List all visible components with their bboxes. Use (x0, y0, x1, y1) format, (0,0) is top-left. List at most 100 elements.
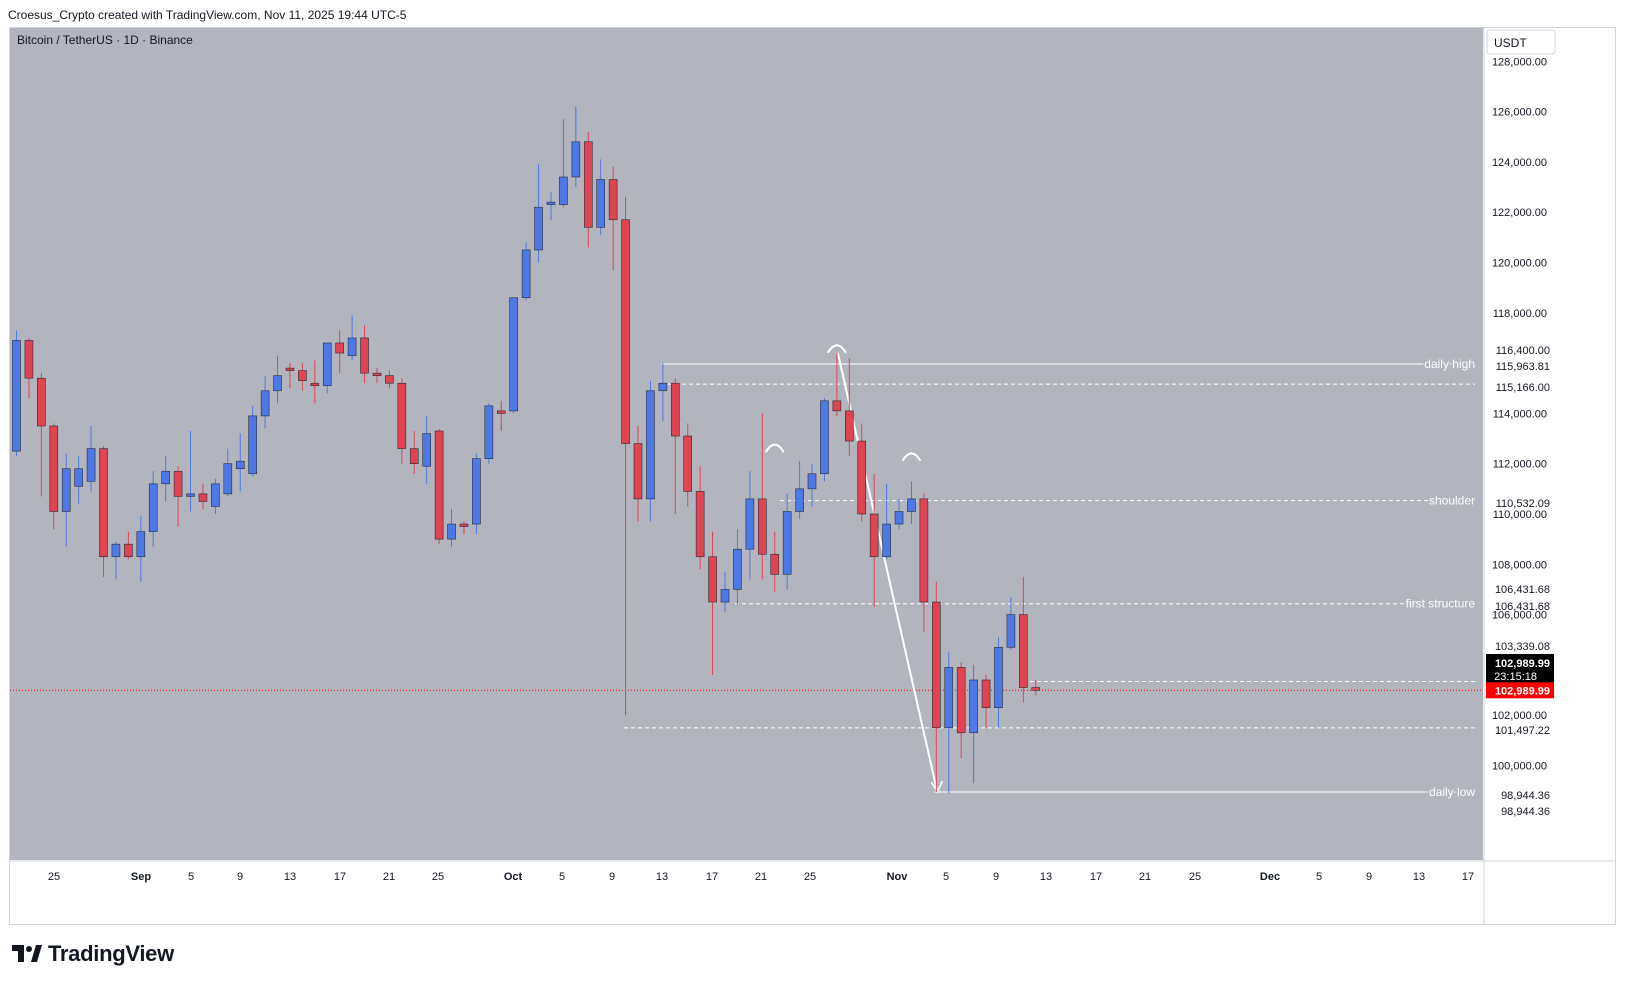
level-label: first structure (1406, 597, 1476, 611)
price-badge: 103,339.08 (1486, 638, 1554, 654)
time-tick: 25 (48, 871, 60, 883)
level-daily-high[interactable]: daily high (661, 356, 1477, 373)
level-label: daily low (1429, 785, 1475, 799)
time-tick: Nov (887, 871, 909, 883)
price-chart[interactable]: Bitcoin / TetherUS · 1D · Binance daily … (10, 28, 1616, 924)
level-label: shoulder (1429, 494, 1475, 508)
candle (807, 463, 817, 507)
candle (1031, 679, 1041, 696)
candle (74, 456, 83, 504)
candle (211, 478, 220, 514)
price-tick: 126,000.00 (1492, 107, 1547, 119)
candle (335, 330, 344, 374)
price-tick: 122,000.00 (1492, 207, 1547, 219)
level-daily-low[interactable]: daily low (934, 784, 1477, 801)
svg-text:103,339.08: 103,339.08 (1495, 641, 1550, 653)
chart-background (10, 28, 1483, 860)
candle (86, 425, 96, 492)
price-badge: 115,963.81 (1486, 358, 1554, 374)
time-tick: 21 (755, 871, 767, 883)
time-tick: 13 (1040, 871, 1052, 883)
time-tick: 21 (383, 871, 395, 883)
time-tick: 25 (432, 871, 444, 883)
pattern-arc (764, 443, 785, 453)
last-price-value: 102,989.99 (1495, 658, 1550, 670)
candle (1019, 576, 1028, 703)
candle (907, 481, 916, 525)
price-badge: 106,431.68 (1486, 598, 1554, 614)
price-badge: 110,532.09 (1486, 495, 1554, 511)
svg-text:115,963.81: 115,963.81 (1496, 361, 1550, 373)
candle (49, 423, 59, 530)
svg-text:101,497.22: 101,497.22 (1495, 725, 1550, 737)
candle (298, 363, 307, 391)
time-tick: 21 (1139, 871, 1151, 883)
chart-frame (9, 27, 1616, 925)
time-tick: 5 (1316, 871, 1322, 883)
candle (932, 581, 941, 793)
candle (670, 378, 680, 514)
price-tick: 102,000.00 (1492, 710, 1547, 722)
level-shoulder[interactable]: shoulder (780, 492, 1477, 509)
currency-selector[interactable]: USDT (1486, 29, 1556, 55)
candle (720, 571, 730, 613)
symbol-title: Bitcoin / TetherUS · 1D · Binance (17, 33, 193, 47)
time-tick: 9 (1366, 871, 1372, 883)
candle (646, 380, 655, 522)
candle (708, 531, 717, 675)
candle (546, 192, 556, 220)
price-tick: 108,000.00 (1492, 559, 1547, 571)
time-tick: 5 (943, 871, 949, 883)
candle (124, 531, 133, 560)
candle (484, 403, 494, 464)
candle (12, 330, 21, 457)
price-badge: 106,431.68 (1486, 581, 1554, 597)
candle (260, 375, 270, 429)
candle (832, 353, 842, 416)
price-tick: 100,000.00 (1492, 761, 1547, 773)
candle (770, 531, 780, 592)
svg-text:98,944.36: 98,944.36 (1501, 806, 1550, 818)
bar-countdown: 23:15:18 (1494, 671, 1537, 683)
drop-arrow[interactable] (836, 352, 944, 794)
time-tick: 17 (1090, 871, 1102, 883)
candle (496, 400, 506, 432)
candle (397, 378, 407, 464)
svg-text:106,431.68: 106,431.68 (1495, 584, 1550, 596)
candle (372, 368, 382, 384)
candle (969, 664, 978, 784)
pattern-arc (827, 344, 847, 354)
svg-text:USDT[interactable]: USDT (1494, 36, 1527, 50)
candle (422, 415, 431, 484)
time-tick: 13 (284, 871, 296, 883)
candle (61, 453, 71, 547)
candle (608, 166, 618, 271)
candle (919, 493, 929, 633)
level-first-structure[interactable]: first structure (735, 595, 1477, 612)
candle (845, 358, 854, 457)
candle (99, 446, 108, 577)
price-tick: 112,000.00 (1493, 459, 1547, 471)
candle (248, 405, 257, 477)
candle (148, 471, 158, 547)
price-tick: 124,000.00 (1492, 157, 1547, 169)
candle (757, 413, 767, 580)
tradingview-logo[interactable]: TradingView (12, 941, 174, 967)
time-tick: Sep (131, 871, 151, 883)
candle (509, 297, 519, 414)
time-tick: 13 (1413, 871, 1425, 883)
candle (857, 423, 867, 522)
candle (161, 456, 170, 502)
candle (621, 197, 630, 716)
time-tick: 17 (706, 871, 718, 883)
candle (1006, 596, 1016, 650)
svg-text:115,166.00: 115,166.00 (1496, 382, 1550, 394)
tradingview-wordmark: TradingView (48, 941, 174, 966)
time-tick: 9 (237, 871, 243, 883)
candle (447, 508, 456, 547)
candles-layer (12, 106, 1041, 794)
candle (559, 119, 568, 208)
price-tick: 114,000.00 (1493, 408, 1547, 420)
candle (869, 473, 879, 608)
svg-text:116,400.00: 116,400.00 (1496, 345, 1550, 357)
